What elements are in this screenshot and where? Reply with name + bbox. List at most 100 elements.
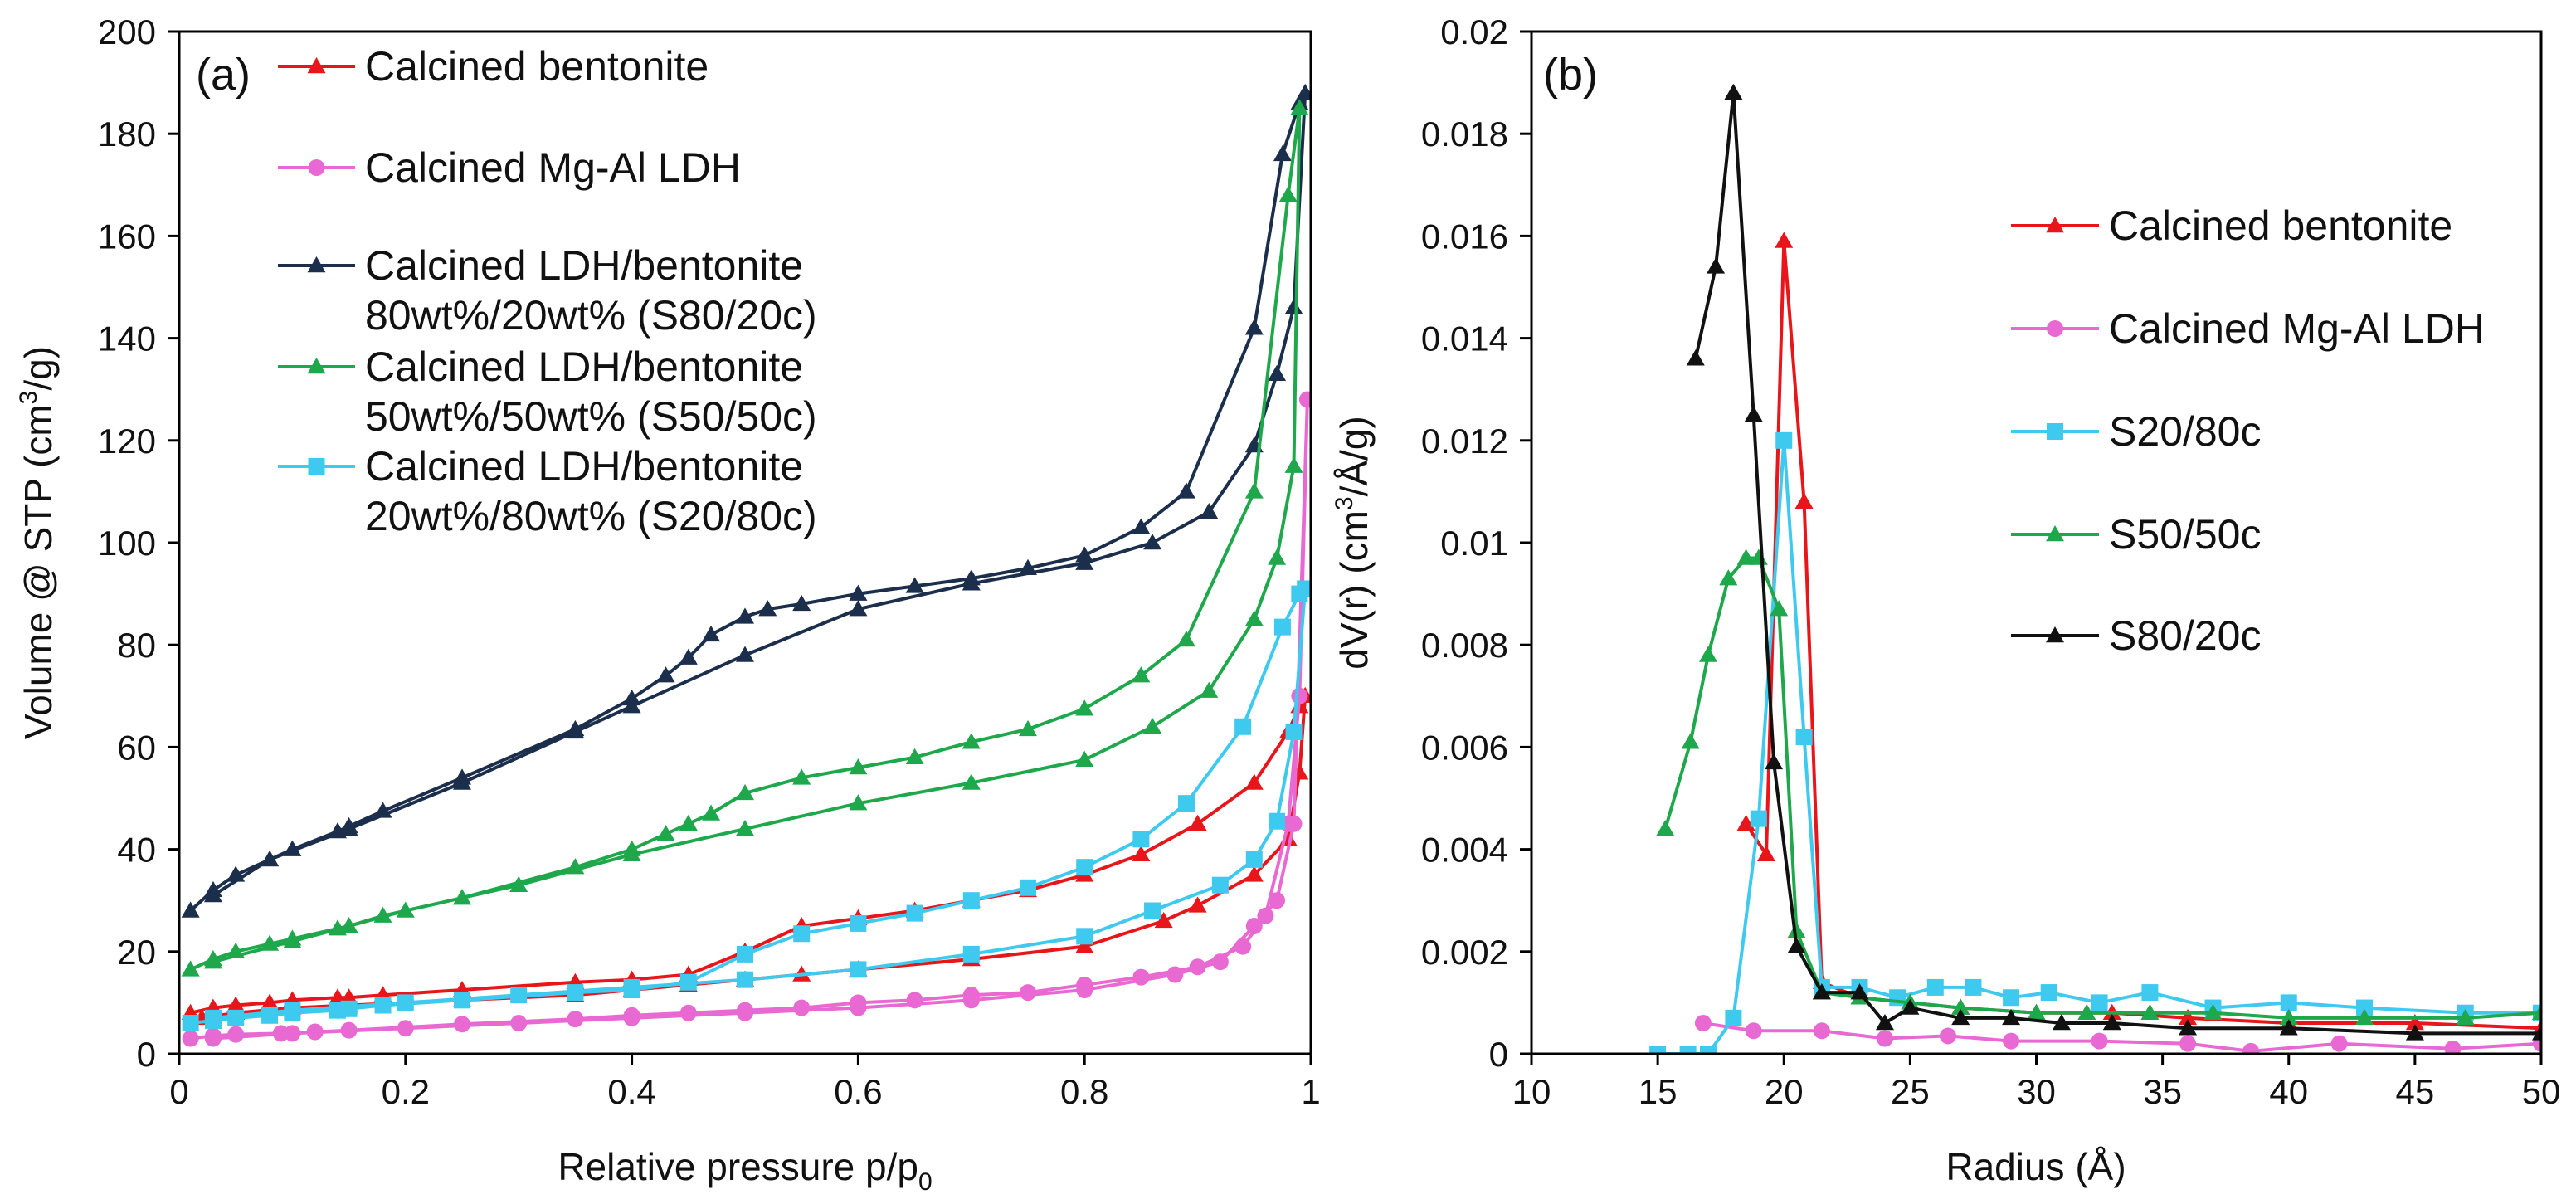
data-point-calcined-mg-al-ldh [679,1004,697,1021]
data-point-s80-20c [1744,406,1763,422]
data-point-calcined-ldh-bentonite-20wt-80wt-s20-80c [1285,723,1303,740]
series-line-calcined-ldh-bentonite-50wt-50wt-s50-50c [189,106,1302,972]
panel-b-legend: Calcined bentonite Calcined Mg-Al LDH S20/… [2011,202,2485,659]
data-point-calcined-ldh-bentonite-50wt-50wt-s50-50c [181,960,200,977]
legend-swatch-marker [2046,217,2064,233]
y-tick-label: 60 [117,728,156,767]
data-point-calcined-bentonite [1794,492,1814,509]
data-point-calcined-bentonite [2405,1014,2424,1031]
data-point-calcined-ldh-bentonite-20wt-80wt-s20-80c [454,992,470,1009]
data-point-s50-50c [1681,733,1700,749]
data-point-s80-20c [1850,983,1869,1000]
data-point-calcined-ldh-bentonite-80wt-20wt-s80-20c [1132,518,1151,534]
x-tick-label: 10 [1512,1072,1551,1111]
data-point-s80-20c [1812,983,1831,1000]
data-point-calcined-ldh-bentonite-80wt-20wt-s80-20c [1284,298,1303,314]
data-point-calcined-ldh-bentonite-50wt-50wt-s50-50c [453,889,471,905]
data-point-calcined-mg-al-ldh [793,999,811,1016]
data-point-calcined-mg-al-ldh [340,1021,358,1039]
series-line-s80-20c [1693,90,2541,1036]
data-point-calcined-ldh-bentonite-20wt-80wt-s20-80c [1234,718,1252,735]
data-point-calcined-ldh-bentonite-20wt-80wt-s20-80c [567,984,584,1002]
data-point-calcined-ldh-bentonite-80wt-20wt-s80-20c [758,600,777,617]
legend-swatch-marker [308,159,325,176]
legend-label: 80wt%/20wt% (S80/20c) [365,292,817,339]
x-tick-label: 0.4 [607,1072,655,1111]
data-point-calcined-ldh-bentonite-50wt-50wt-s50-50c [962,733,981,749]
data-point-calcined-ldh-bentonite-20wt-80wt-s20-80c [1132,831,1150,848]
data-point-calcined-ldh-bentonite-80wt-20wt-s80-20c [962,574,981,591]
data-point-s50-50c [2279,1008,2298,1026]
data-point-calcined-ldh-bentonite-20wt-80wt-s20-80c [962,892,980,909]
legend-label: S80/20c [2109,612,2261,659]
data-point-calcined-ldh-bentonite-50wt-50wt-s50-50c [849,794,868,811]
data-point-s80-20c [1765,753,1784,770]
data-point-calcined-mg-al-ldh [1211,953,1229,971]
data-point-calcined-bentonite [1188,896,1207,913]
data-point-calcined-ldh-bentonite-80wt-20wt-s80-20c [373,802,392,818]
legend-item-calcined-mg-al-ldh: Calcined Mg-Al LDH [2011,305,2485,352]
data-point-calcined-ldh-bentonite-80wt-20wt-s80-20c [339,819,358,836]
data-point-s50-50c [2532,1003,2541,1020]
data-point-calcined-ldh-bentonite-20wt-80wt-s20-80c [1297,580,1311,597]
data-point-calcined-mg-al-ldh [1940,1027,1957,1045]
legend-label: S50/50c [2109,511,2261,558]
data-point-calcined-ldh-bentonite-50wt-50wt-s50-50c [736,819,754,836]
panel-b-y-axis-label: dV(r) (cm3/Å/g) [1331,416,1376,669]
data-point-calcined-ldh-bentonite-20wt-80wt-s20-80c [1076,859,1093,876]
x-tick-label: 0.2 [382,1072,430,1111]
y-tick-label: 0.02 [1440,12,1508,51]
data-point-calcined-mg-al-ldh [1745,1022,1762,1040]
panel-b-series-layer [1649,83,2541,1054]
data-point-s80-20c [1686,349,1705,366]
data-point-calcined-ldh-bentonite-80wt-20wt-s80-20c [1019,558,1037,576]
data-point-s20-80c [1679,1046,1697,1054]
y-tick-label: 20 [117,933,156,972]
series-calcined-ldh-bentonite-20wt-80wt-s20-80c [182,580,1311,1032]
data-point-calcined-mg-al-ldh [2242,1042,2260,1054]
data-point-calcined-ldh-bentonite-50wt-50wt-s50-50c [283,932,302,948]
data-point-calcined-bentonite [1775,232,1794,248]
data-point-calcined-mg-al-ldh [1291,687,1308,704]
legend-item-s80-20c: S80/20c [2011,612,2261,659]
y-tick-label: 0.006 [1421,728,1508,767]
data-point-s80-20c [1707,257,1726,274]
data-point-calcined-mg-al-ldh [1257,907,1274,924]
panel-a-plot-frame [178,30,1312,1055]
data-point-calcined-bentonite [1132,845,1151,862]
data-point-calcined-ldh-bentonite-80wt-20wt-s80-20c [656,666,675,683]
data-point-calcined-ldh-bentonite-20wt-80wt-s20-80c [374,997,392,1014]
data-point-s80-20c [2405,1024,2424,1041]
data-point-calcined-ldh-bentonite-80wt-20wt-s80-20c [679,648,698,665]
data-point-s50-50c [1951,998,1970,1015]
data-point-calcined-ldh-bentonite-20wt-80wt-s20-80c [1211,876,1229,894]
data-point-s20-80c [1965,978,1982,996]
data-point-calcined-ldh-bentonite-50wt-50wt-s50-50c [1278,186,1298,202]
data-point-calcined-ldh-bentonite-80wt-20wt-s80-20c [736,646,754,662]
data-point-calcined-ldh-bentonite-50wt-50wt-s50-50c [396,901,415,918]
data-point-s50-50c [2077,1003,2096,1020]
data-point-s80-20c [2002,1008,2021,1026]
series-s50-50c [1656,548,2541,1026]
data-point-calcined-ldh-bentonite-80wt-20wt-s80-20c [1244,319,1264,335]
data-point-calcined-mg-al-ldh [182,1030,199,1047]
legend-swatch-marker [2046,525,2064,542]
panel-b-plot-frame [1530,30,2543,1055]
data-point-calcined-ldh-bentonite-80wt-20wt-s80-20c [792,594,811,612]
data-point-calcined-ldh-bentonite-20wt-80wt-s20-80c [227,1009,245,1026]
data-point-calcined-mg-al-ldh [1298,391,1311,408]
data-point-calcined-ldh-bentonite-80wt-20wt-s80-20c [453,773,471,790]
data-point-calcined-ldh-bentonite-20wt-80wt-s20-80c [850,961,867,978]
data-point-calcined-ldh-bentonite-20wt-80wt-s20-80c [340,1000,358,1017]
panel-a-y-axis-label: Volume @ STP (cm3/g) [15,346,60,739]
y-tick-label: 0 [137,1035,156,1074]
data-point-calcined-mg-al-ldh [2091,1032,2108,1050]
data-point-calcined-mg-al-ldh [1269,892,1286,909]
data-point-calcined-ldh-bentonite-80wt-20wt-s80-20c [181,901,200,918]
data-point-s20-80c [2141,984,2159,1002]
data-point-calcined-ldh-bentonite-50wt-50wt-s50-50c [1244,482,1264,499]
y-tick-label: 0 [1489,1035,1508,1074]
panel-a-x-axis-label: Relative pressure p/p0 [558,1145,932,1196]
